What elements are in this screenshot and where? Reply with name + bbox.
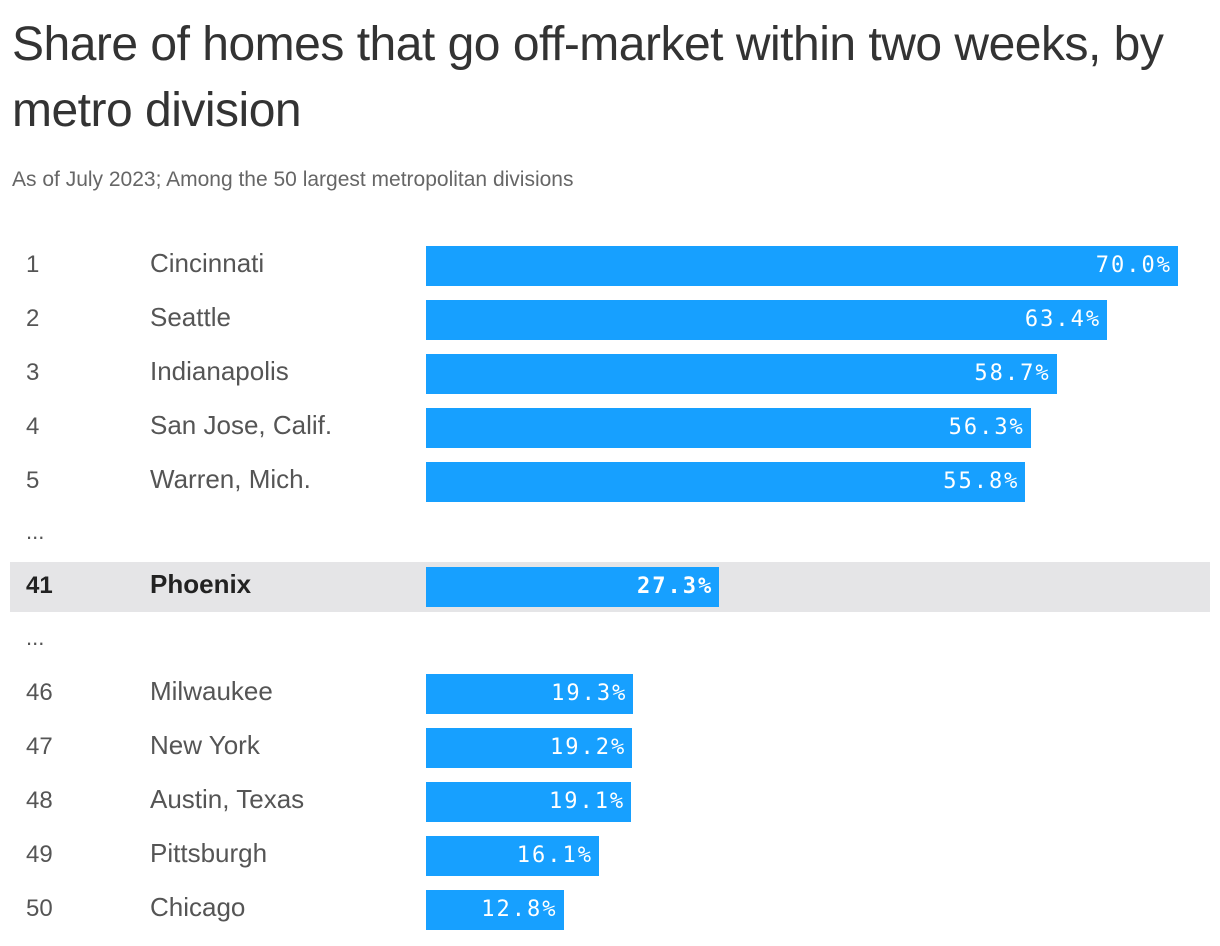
rank-label: 47 <box>26 733 53 760</box>
bar: 19.3% <box>426 674 634 714</box>
data-label: 55.8% <box>943 469 1020 494</box>
bar-row: 5 Warren, Mich. 55.8% <box>10 462 1210 512</box>
bar-row: 50 Chicago 12.8% <box>10 890 1210 940</box>
rank-label: 41 <box>26 572 53 599</box>
chart-title: Share of homes that go off-market within… <box>12 18 1164 137</box>
category-label: Pittsburgh <box>150 838 268 868</box>
data-label: 63.4% <box>1024 307 1102 332</box>
highlighted-row: 41 Phoenix 27.3% <box>10 562 1210 612</box>
data-label: 19.1% <box>548 789 626 814</box>
bar-row: 4 San Jose, Calif. 56.3% <box>10 408 1210 458</box>
bar-row: 1 Cincinnati 70.0% <box>10 246 1210 296</box>
category-label: Milwaukee <box>150 676 273 706</box>
bar: 56.3% <box>426 408 1031 448</box>
ellipsis-separator: ... <box>26 625 45 650</box>
data-label: 70.0% <box>1095 253 1172 278</box>
rank-label: 1 <box>26 251 40 278</box>
data-label: 19.2% <box>550 735 627 760</box>
rank-label: 50 <box>26 895 53 922</box>
category-label: Warren, Mich. <box>150 464 311 494</box>
bar: 55.8% <box>426 462 1026 502</box>
data-label: 19.3% <box>551 681 628 706</box>
bar-row: 48 Austin, Texas 19.1% <box>10 782 1210 832</box>
category-label: Seattle <box>150 302 231 332</box>
category-label: New York <box>150 730 260 760</box>
bar-row: 46 Milwaukee 19.3% <box>10 674 1210 724</box>
rank-label: 5 <box>26 467 40 494</box>
category-label: San Jose, Calif. <box>150 410 333 440</box>
chart-subtitle: As of July 2023; Among the 50 largest me… <box>12 168 574 191</box>
bar-row: 3 Indianapolis 58.7% <box>10 354 1210 404</box>
rank-label: 49 <box>26 841 53 868</box>
rank-label: 48 <box>26 787 53 814</box>
category-label: Cincinnati <box>150 248 265 278</box>
category-label: Phoenix <box>150 569 252 599</box>
data-label: 16.1% <box>516 843 593 868</box>
data-label: 27.3% <box>637 574 714 599</box>
bar: 12.8% <box>426 890 564 930</box>
bar: 16.1% <box>426 836 599 876</box>
rank-label: 2 <box>26 305 40 332</box>
category-label: Austin, Texas <box>150 784 305 814</box>
data-label: 58.7% <box>974 361 1051 386</box>
bar: 70.0% <box>426 246 1178 286</box>
ellipsis-separator: ... <box>26 519 45 544</box>
bar-row: 2 Seattle 63.4% <box>10 300 1210 350</box>
bar: 63.4% <box>426 300 1108 340</box>
bar-row: 47 New York 19.2% <box>10 728 1210 778</box>
data-label: 12.8% <box>481 897 558 922</box>
category-label: Indianapolis <box>150 356 289 386</box>
bar: 19.2% <box>426 728 633 768</box>
data-label: 56.3% <box>948 415 1025 440</box>
bar: 27.3% <box>426 567 720 607</box>
category-label: Chicago <box>150 892 246 922</box>
bar-row: 49 Pittsburgh 16.1% <box>10 836 1210 886</box>
rank-label: 4 <box>26 413 40 440</box>
rank-label: 3 <box>26 359 40 386</box>
rank-label: 46 <box>26 679 53 706</box>
bar: 19.1% <box>426 782 632 822</box>
bar: 58.7% <box>426 354 1057 394</box>
